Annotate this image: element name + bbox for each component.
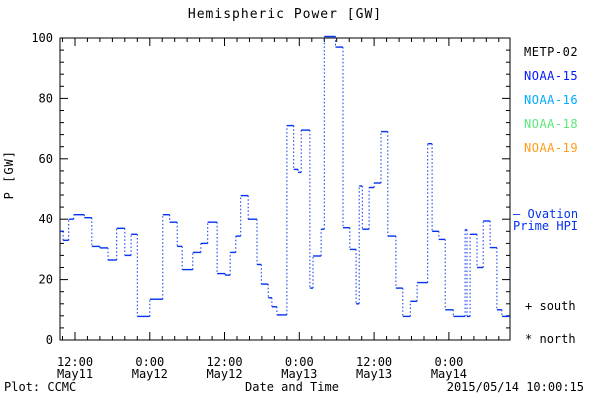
- svg-text:100: 100: [31, 31, 53, 45]
- model-legend-ovation-prime-hpi: – Ovation Prime HPI: [513, 208, 578, 232]
- hpi-step-curve: [60, 35, 510, 318]
- marker-legend-south: + south: [525, 299, 576, 313]
- svg-text:60: 60: [39, 152, 53, 166]
- plot-timestamp: 2015/05/14 10:00:15: [446, 380, 584, 394]
- svg-text:0: 0: [46, 333, 53, 347]
- svg-text:0:00: 0:00: [285, 355, 314, 369]
- svg-text:12:00: 12:00: [356, 355, 392, 369]
- svg-text:May13: May13: [281, 367, 317, 381]
- legend-item-noaa19: NOAA-19: [524, 141, 579, 155]
- satellite-legend: METP-02 NOAA-15 NOAA-16 NOAA-18 NOAA-19: [524, 40, 578, 160]
- svg-text:12:00: 12:00: [57, 355, 93, 369]
- marker-legend-north: * north: [525, 332, 576, 346]
- x-axis-label: Date and Time: [245, 380, 339, 394]
- svg-text:May14: May14: [431, 367, 467, 381]
- svg-text:12:00: 12:00: [206, 355, 242, 369]
- legend-item-metp02: METP-02: [524, 45, 579, 59]
- svg-text:80: 80: [39, 91, 53, 105]
- line-sample-icon: –: [513, 207, 521, 221]
- axis-frame: [59, 37, 511, 341]
- svg-text:May12: May12: [132, 367, 168, 381]
- plot-credit-text: Plot: CCMC: [4, 380, 77, 394]
- svg-text:May11: May11: [57, 367, 93, 381]
- chart-title: Hemispheric Power [GW]: [187, 7, 383, 22]
- legend-item-noaa16: NOAA-16: [524, 93, 579, 107]
- svg-text:0:00: 0:00: [135, 355, 164, 369]
- legend-item-noaa18: NOAA-18: [524, 117, 579, 131]
- svg-text:May13: May13: [356, 367, 392, 381]
- svg-text:May12: May12: [206, 367, 242, 381]
- asterisk-marker-icon: *: [525, 332, 533, 346]
- svg-text:0:00: 0:00: [434, 355, 463, 369]
- model-legend-line2: Prime HPI: [513, 219, 579, 233]
- axis-ticks: 02040608010012:00May110:00May1212:00May1…: [31, 31, 510, 381]
- plus-marker-icon: +: [525, 299, 533, 313]
- svg-text:20: 20: [39, 273, 53, 287]
- legend-item-noaa15: NOAA-15: [524, 69, 579, 83]
- svg-text:40: 40: [39, 212, 53, 226]
- model-legend-line1: – Ovation: [513, 207, 579, 221]
